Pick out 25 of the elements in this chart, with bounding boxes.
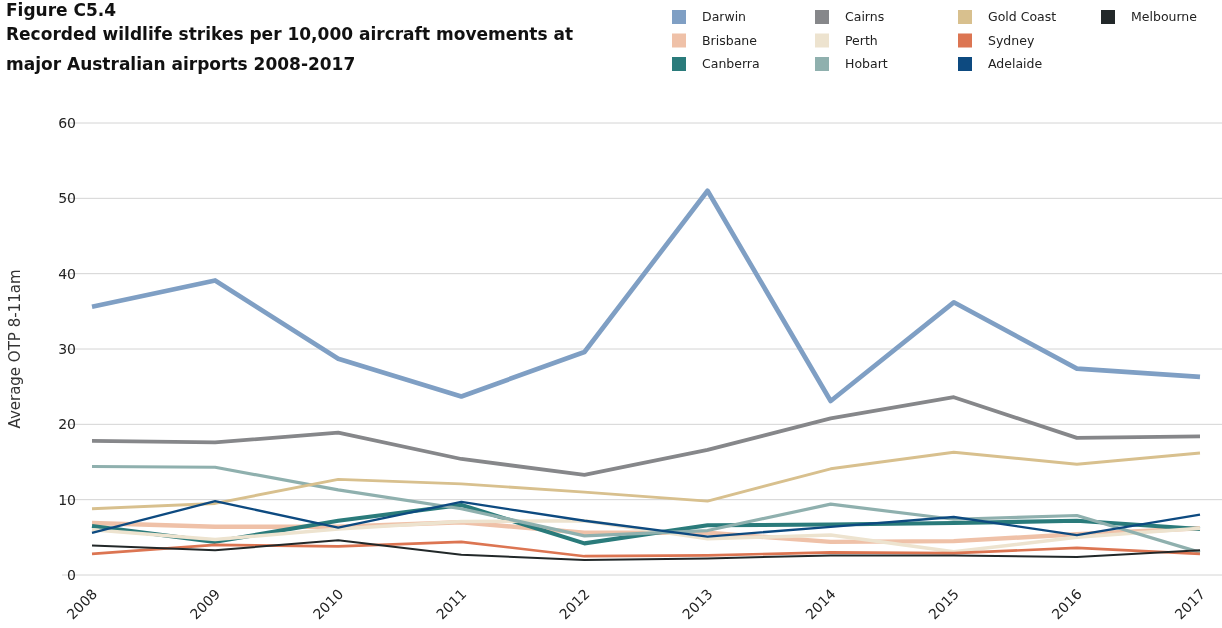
legend-label: Adelaide	[988, 56, 1043, 72]
line-series	[90, 450, 1202, 511]
line-series	[89, 188, 1203, 404]
y-tick-label: 0	[67, 566, 76, 583]
y-tick-label: 60	[58, 114, 76, 131]
line-series	[90, 395, 1202, 477]
legend-label: Melbourne	[1131, 9, 1198, 25]
chart-title: Figure C5.4	[6, 0, 117, 20]
legend-label: Brisbane	[702, 32, 758, 48]
chart-subtitle: Recorded wildlife strikes per 10,000 aircraft movements at major Australian airports 2008-2017	[6, 24, 574, 74]
legend-label: Gold Coast	[988, 9, 1057, 25]
y-tick-label: 10	[58, 491, 76, 508]
line-series	[90, 500, 1202, 538]
y-tick-label: 30	[58, 340, 76, 357]
line-series	[90, 464, 1202, 554]
y-axis-title: Average OTP 8-11am	[6, 269, 24, 429]
legend-label: Darwin	[702, 9, 747, 25]
legend-label: Perth	[845, 32, 878, 48]
legend-label: Sydney	[988, 32, 1035, 48]
legend-label: Hobart	[845, 56, 888, 72]
y-tick-label: 20	[58, 416, 76, 433]
legend-label: Canberra	[702, 56, 760, 72]
y-tick-label: 40	[58, 265, 76, 282]
legend-label: Cairns	[845, 9, 885, 25]
y-tick-label: 50	[58, 190, 76, 207]
